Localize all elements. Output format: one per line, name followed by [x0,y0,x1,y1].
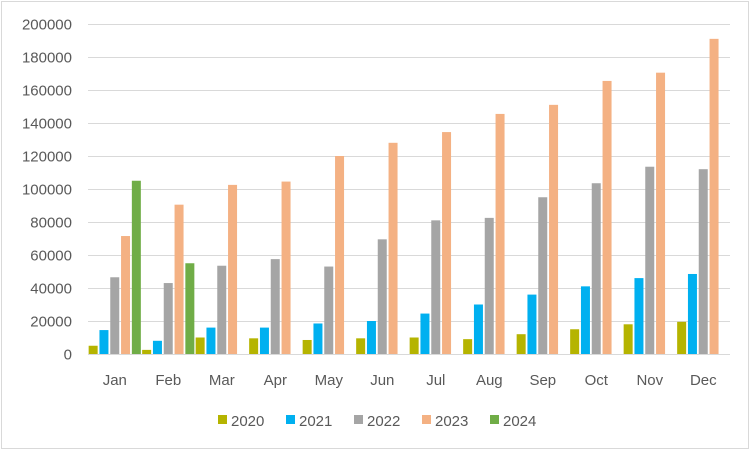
y-axis-tick-labels: 0 20000 40000 60000 80000 100000 120000 140000 1… [22,17,72,364]
bar-2021-May [313,323,323,354]
y-tick-label: 20000 [30,314,72,331]
bar-2020-May [302,339,312,354]
bar-2020-Mar [195,337,205,354]
y-tick-label: 40000 [30,281,72,298]
bar-2023-Mar [228,184,238,354]
x-tick-label: Jun [370,372,394,389]
bar-2023-Feb [174,204,184,354]
legend-swatch [286,415,295,424]
legend-label: 2022 [367,413,400,430]
bar-2022-Jun [377,239,387,354]
bar-2021-Sep [527,294,537,354]
x-tick-label: Aug [476,372,503,389]
legend-label: 2020 [231,413,264,430]
bar-2023-Oct [602,80,612,355]
bar-2021-Oct [580,286,590,354]
legend-item-2021: 2021 [286,413,332,430]
y-tick-label: 0 [64,347,72,364]
bar-2022-Jan [110,277,120,354]
bar-2020-Nov [623,324,633,354]
legend-item-2020: 2020 [218,413,264,430]
gridlines [88,24,730,322]
bar-2020-Jul [409,337,419,354]
legend-swatch [354,415,363,424]
x-tick-label: Jul [426,372,445,389]
bar-2020-Feb [142,349,152,355]
x-tick-label: Jan [103,372,127,389]
x-tick-label: May [315,372,344,389]
bar-2020-Sep [516,334,526,354]
bar-2023-May [335,156,345,354]
x-tick-label: Dec [690,372,717,389]
y-tick-label: 120000 [22,149,72,166]
bar-2022-May [324,266,334,354]
bar-2023-Jan [121,236,131,354]
bar-2022-Apr [270,259,280,355]
bar-2023-Apr [281,181,291,354]
bar-2024-Jan [131,180,141,354]
legend-swatch [490,415,499,424]
x-tick-label: Apr [264,372,287,389]
bar-2020-Jan [88,345,98,354]
legend-item-2022: 2022 [354,413,400,430]
legend-label: 2023 [435,413,468,430]
x-tick-label: Sep [529,372,556,389]
x-tick-label: Nov [636,372,663,389]
bar-2021-Mar [206,327,216,354]
bar-2022-Nov [645,166,655,354]
bars [88,38,719,355]
bar-2023-Jun [388,142,398,354]
y-tick-label: 200000 [22,17,72,34]
bar-2022-Jul [431,220,441,354]
bar-2020-Apr [249,338,259,354]
bar-2021-Jun [366,321,376,354]
x-tick-label: Oct [585,372,609,389]
legend-item-2024: 2024 [490,413,536,430]
bar-2020-Oct [570,329,580,354]
bar-2022-Mar [217,265,227,354]
bar-2021-Jan [99,330,109,354]
bar-2024-Feb [185,263,195,354]
bar-2023-Nov [656,72,666,355]
bar-2021-Jul [420,313,430,354]
legend-swatch [422,415,431,424]
bar-2023-Aug [495,113,505,354]
bar-2021-Feb [152,340,162,354]
bar-2023-Sep [549,104,559,354]
x-tick-label: Feb [155,372,181,389]
bar-2021-Dec [687,273,697,354]
bar-2023-Dec [709,38,719,354]
bar-2021-Apr [259,327,269,354]
y-tick-label: 140000 [22,116,72,133]
bar-2020-Aug [463,339,473,354]
legend-swatch [218,415,227,424]
bar-2021-Aug [473,304,483,354]
x-axis-tick-labels: Jan Feb Mar Apr May Jun Jul Aug Sep Oct Nov Dec [103,372,717,389]
bar-2021-Nov [634,278,644,354]
legend-item-2023: 2023 [422,413,468,430]
bar-2020-Dec [677,321,687,354]
y-tick-label: 100000 [22,182,72,199]
bar-2022-Aug [484,217,494,355]
bar-2022-Sep [538,197,548,354]
legend-label: 2021 [299,413,332,430]
y-tick-label: 80000 [30,215,72,232]
bar-2022-Feb [163,283,173,354]
bar-2022-Oct [591,183,601,354]
x-tick-label: Mar [209,372,235,389]
y-tick-label: 60000 [30,248,72,265]
bar-2023-Jul [442,132,452,354]
y-tick-label: 180000 [22,50,72,67]
legend: 2020 2021 2022 2023 2024 [218,413,536,430]
legend-label: 2024 [503,413,536,430]
y-tick-label: 160000 [22,83,72,100]
bar-2022-Dec [698,169,708,354]
bar-2020-Jun [356,338,366,354]
